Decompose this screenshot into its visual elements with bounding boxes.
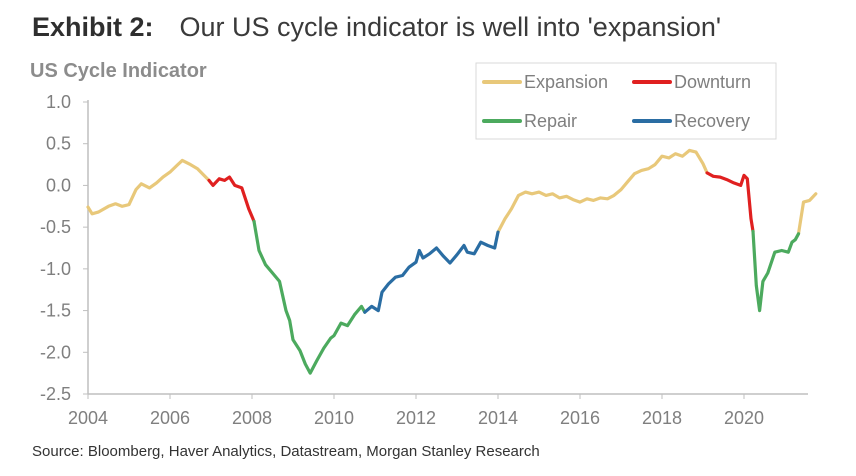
x-tick-label: 2020	[724, 408, 764, 428]
source-note: Source: Bloomberg, Haver Analytics, Data…	[32, 443, 540, 460]
legend-box	[475, 62, 777, 140]
y-tick-label: -0.5	[40, 217, 71, 237]
x-tick-label: 2012	[396, 408, 436, 428]
exhibit-title: Our US cycle indicator is well into 'exp…	[179, 12, 722, 42]
y-tick-label: 0.0	[46, 175, 71, 195]
exhibit-label: Exhibit 2:	[32, 12, 154, 42]
exhibit-header: Exhibit 2: Our US cycle indicator is well…	[32, 12, 721, 43]
x-tick-label: 2008	[232, 408, 272, 428]
y-tick-label: -2.0	[40, 342, 71, 362]
series-line-downturn	[705, 171, 755, 233]
y-tick-label: -1.0	[40, 259, 71, 279]
series-line-repair	[252, 219, 367, 375]
legend-label-repair: Repair	[524, 111, 577, 131]
x-tick-label: 2006	[150, 408, 190, 428]
series-line-expansion	[496, 148, 709, 234]
series-line-expansion	[796, 192, 818, 236]
series-line-downturn	[207, 175, 256, 223]
x-tick-label: 2014	[478, 408, 518, 428]
x-tick-label: 2018	[642, 408, 682, 428]
x-tick-label: 2010	[314, 408, 354, 428]
series-line-recovery	[363, 230, 500, 314]
y-tick-label: -1.5	[40, 301, 71, 321]
series-line-repair	[751, 229, 801, 313]
chart-title: US Cycle Indicator	[30, 60, 207, 82]
y-tick-label: -2.5	[40, 384, 71, 404]
series-line-expansion	[86, 158, 211, 216]
legend-label-recovery: Recovery	[674, 111, 750, 131]
x-tick-label: 2016	[560, 408, 600, 428]
legend-label-expansion: Expansion	[524, 72, 608, 92]
legend-label-downturn: Downturn	[674, 72, 751, 92]
x-tick-label: 2004	[68, 408, 108, 428]
y-tick-label: 0.5	[46, 134, 71, 154]
y-tick-label: 1.0	[46, 92, 71, 112]
